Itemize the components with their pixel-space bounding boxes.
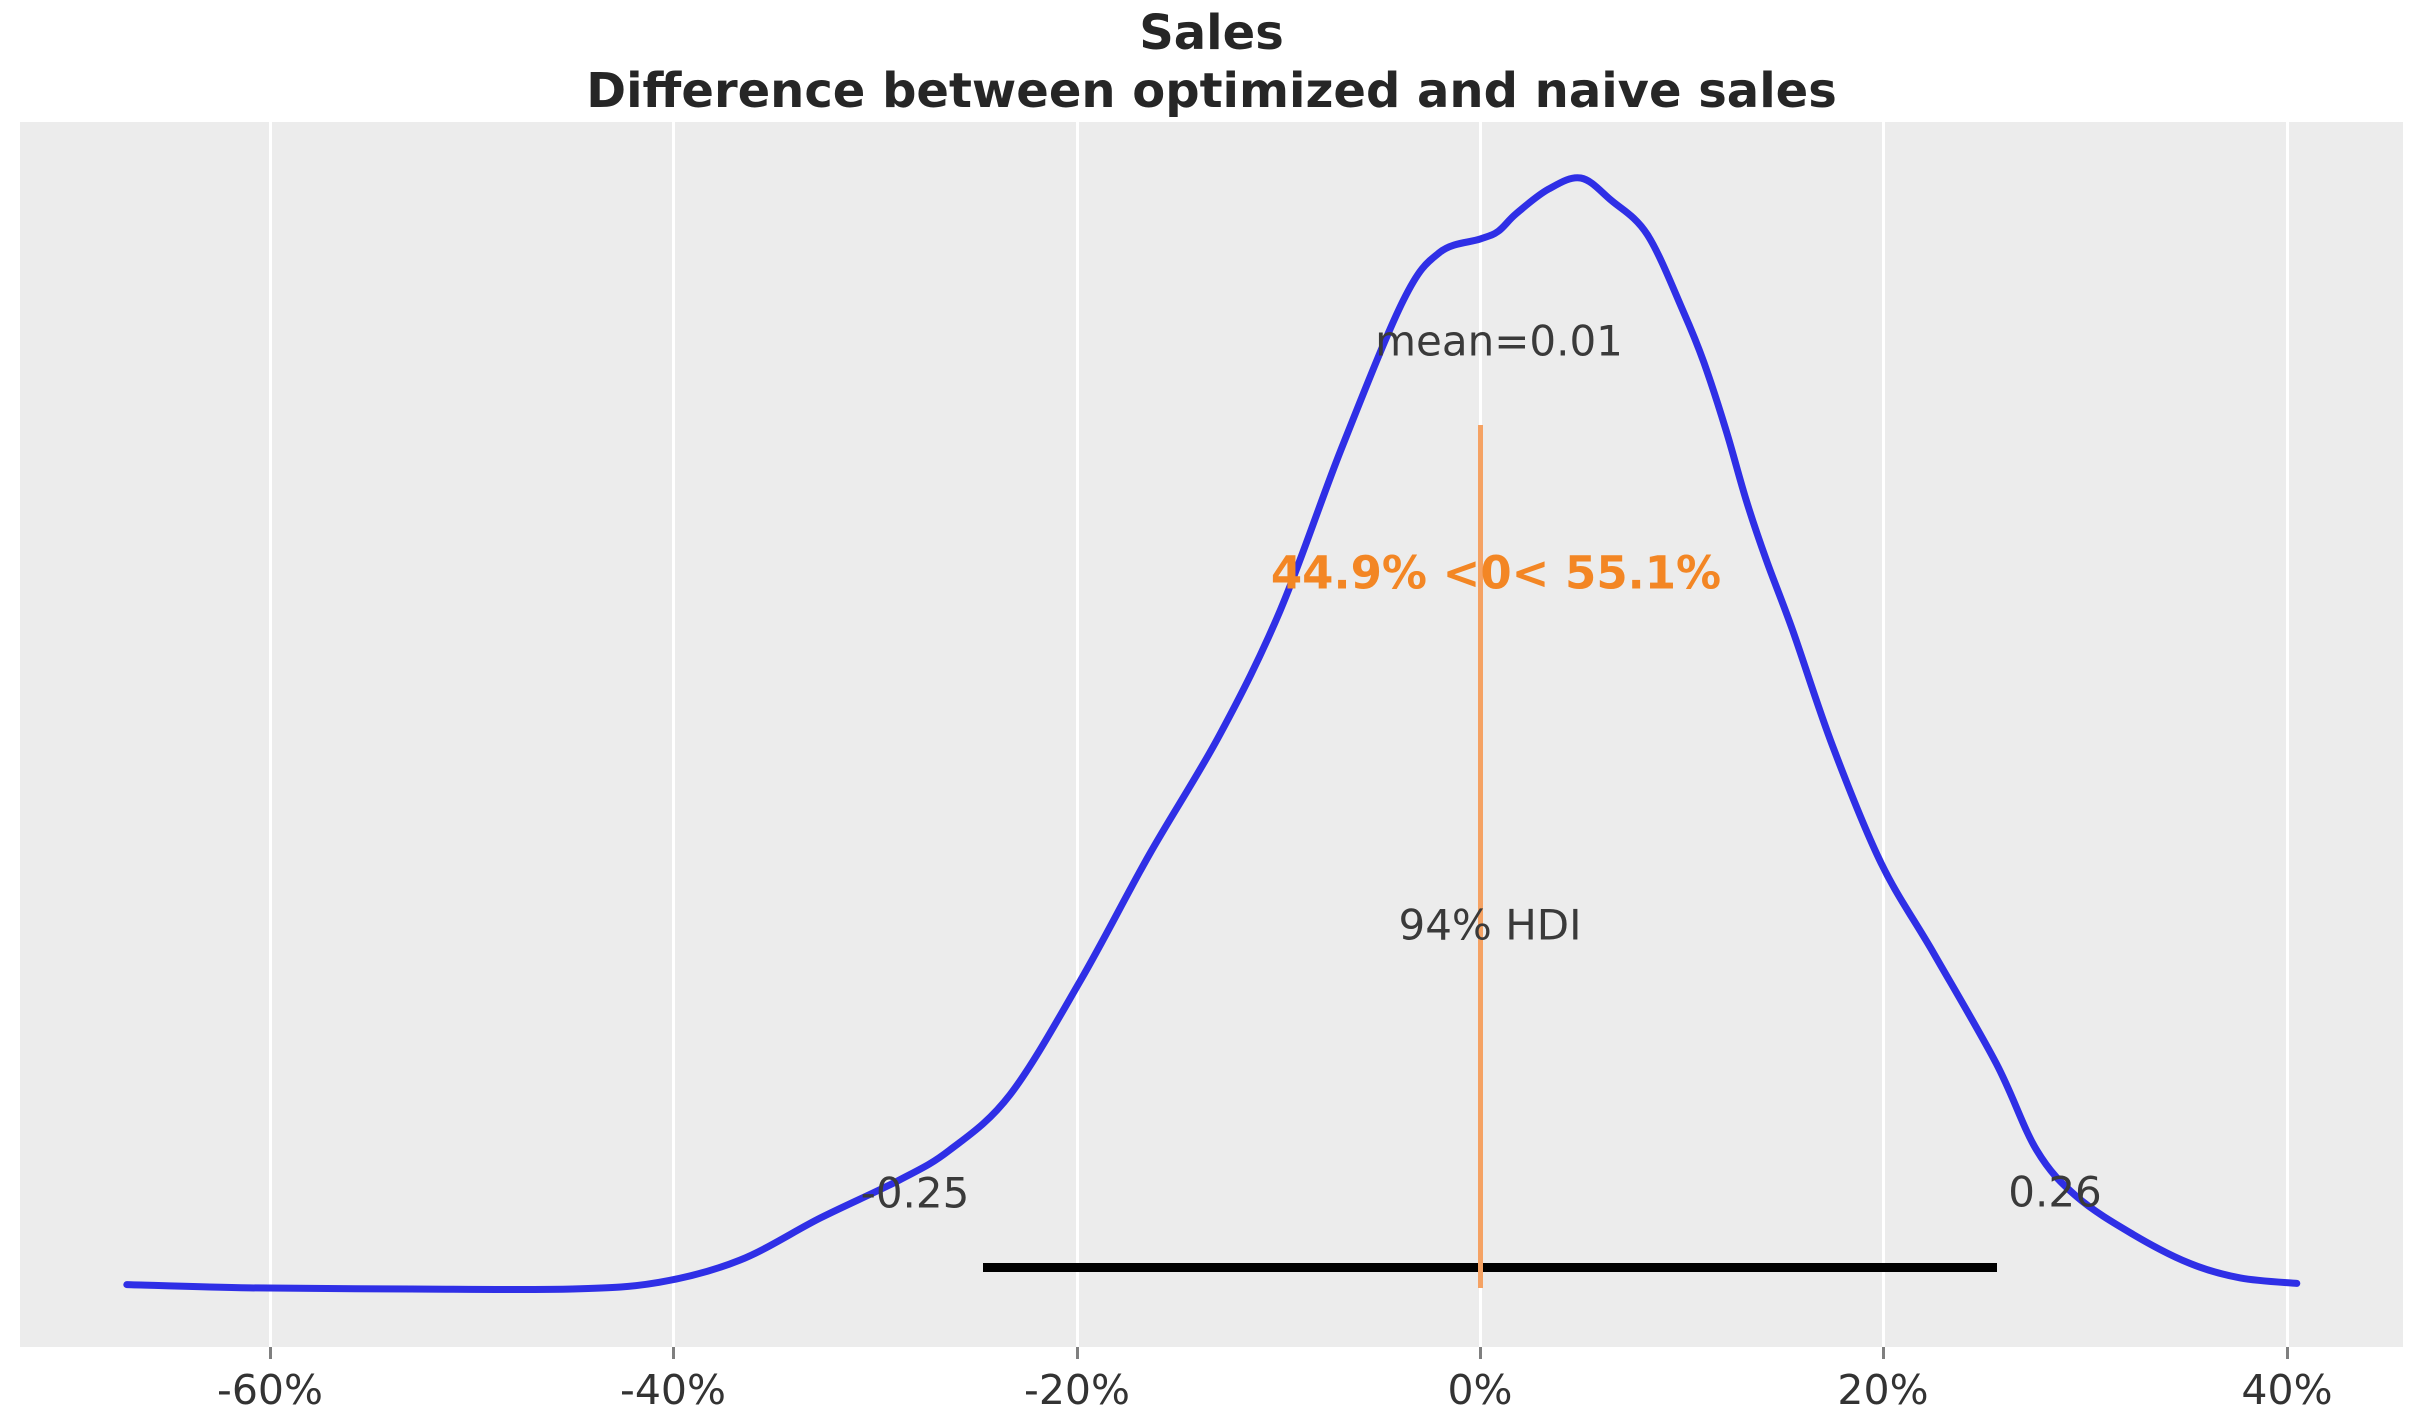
hdi-label: 94% HDI bbox=[1398, 900, 1582, 950]
plot-area bbox=[20, 122, 2403, 1347]
chart-title-line1: Sales bbox=[1139, 5, 1284, 61]
x-tick-label-zero: 0% bbox=[1447, 1366, 1513, 1414]
x-tick-neg60 bbox=[268, 1347, 272, 1359]
chart-title: Sales Difference between optimized and n… bbox=[0, 4, 2423, 120]
hdi-upper-label: 0.26 bbox=[2008, 1167, 2102, 1217]
mean-label: mean=0.01 bbox=[1375, 316, 1623, 366]
ref-interval-label: 44.9% <0< 55.1% bbox=[1270, 546, 1722, 600]
x-tick-neg40 bbox=[671, 1347, 675, 1359]
gridline-pos20 bbox=[1881, 122, 1885, 1347]
chart-title-line2: Difference between optimized and naive s… bbox=[586, 63, 1837, 119]
x-tick-zero bbox=[1478, 1347, 1482, 1359]
hdi-lower-label: -0.25 bbox=[860, 1168, 970, 1218]
gridline-pos40 bbox=[2285, 122, 2289, 1347]
x-tick-label-neg60: -60% bbox=[217, 1366, 323, 1414]
x-tick-label-neg20: -20% bbox=[1024, 1366, 1130, 1414]
x-tick-label-pos20: 20% bbox=[1837, 1366, 1929, 1414]
hdi-interval-bar bbox=[983, 1263, 1997, 1272]
x-tick-neg20 bbox=[1075, 1347, 1079, 1359]
gridline-neg20 bbox=[1075, 122, 1079, 1347]
kde-density-curve bbox=[123, 174, 2301, 1294]
kde-curve-canvas bbox=[123, 174, 2301, 1294]
x-tick-label-pos40: 40% bbox=[2241, 1366, 2333, 1414]
x-tick-pos20 bbox=[1881, 1347, 1885, 1359]
gridline-neg60 bbox=[268, 122, 272, 1347]
reference-value-line bbox=[1477, 425, 1483, 1288]
x-tick-label-neg40: -40% bbox=[620, 1366, 726, 1414]
gridline-neg40 bbox=[671, 122, 675, 1347]
x-tick-pos40 bbox=[2285, 1347, 2289, 1359]
